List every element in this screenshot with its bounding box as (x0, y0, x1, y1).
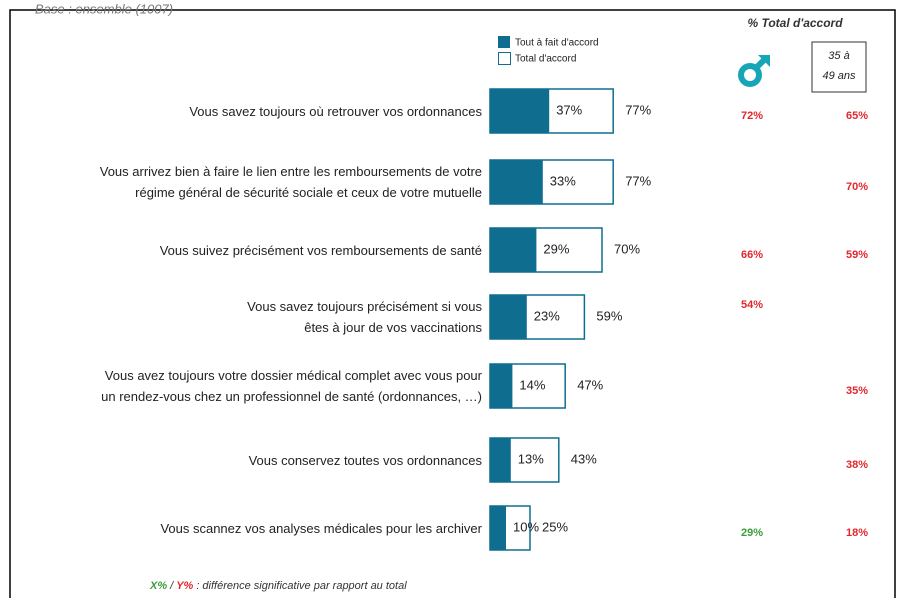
footnote-sep: / (170, 580, 174, 592)
value-label: 23% (534, 308, 560, 323)
bar-full (490, 438, 511, 482)
category-label: Vous scannez vos analyses médicales pour… (160, 520, 482, 536)
column-value: 35% (846, 385, 868, 397)
value-label: 37% (556, 102, 582, 117)
value-label: 77% (625, 102, 651, 117)
column-value: 29% (741, 527, 763, 539)
category-label: Vous savez toujours précisément si vous … (247, 299, 482, 335)
value-label: 25% (542, 519, 568, 534)
column-value: 54% (741, 299, 763, 311)
category-label: Vous savez toujours où retrouver vos ord… (189, 103, 482, 119)
column-value: 65% (846, 110, 868, 122)
value-label: 10% (513, 519, 539, 534)
footnote-red: Y% (176, 580, 194, 592)
column-value: 70% (846, 181, 868, 193)
value-label: 33% (550, 173, 576, 188)
bar-full (490, 295, 527, 339)
column-value: 18% (846, 527, 868, 539)
column-value: 59% (846, 249, 868, 261)
legend-swatch (498, 52, 511, 65)
column-value: 72% (741, 110, 763, 122)
legend-label: Tout à fait d'accord (515, 38, 599, 49)
bar-full (490, 228, 537, 272)
column-value: 38% (846, 459, 868, 471)
value-label: 70% (614, 241, 640, 256)
footnote: X% / Y%: différence significative par rapp… (150, 580, 410, 592)
footnote-green: X% (150, 580, 168, 592)
age-box (811, 41, 867, 93)
value-label: 59% (596, 308, 622, 323)
category-label: Vous avez toujours votre dossier médical… (101, 368, 482, 404)
base-note: Base : ensemble (1007) (35, 1, 173, 16)
legend-label: Total d'accord (515, 54, 576, 65)
male-icon-arrow (758, 55, 770, 67)
value-label: 14% (519, 377, 545, 392)
bar-full (490, 160, 543, 204)
legend-swatch (498, 36, 510, 48)
category-label: Vous suivez précisément vos remboursemen… (159, 242, 482, 258)
category-label: Vous arrivez bien à faire le lien entre … (99, 164, 482, 200)
footnote-text: : différence significative par rapport a… (196, 580, 407, 592)
bar-full (490, 89, 550, 133)
bar-full (490, 364, 513, 408)
value-label: 47% (577, 377, 603, 392)
male-icon (738, 57, 767, 87)
value-label: 43% (571, 451, 597, 466)
value-label: 77% (625, 173, 651, 188)
value-label: 29% (543, 241, 569, 256)
frame (9, 9, 896, 598)
category-label: Vous conservez toutes vos ordonnances (248, 452, 482, 468)
bar-full (490, 506, 506, 550)
column-value: 66% (741, 249, 763, 261)
value-label: 13% (518, 451, 544, 466)
column-header: 35 à 49 ans (822, 50, 856, 82)
columns-title: % Total d'accord (747, 16, 843, 30)
